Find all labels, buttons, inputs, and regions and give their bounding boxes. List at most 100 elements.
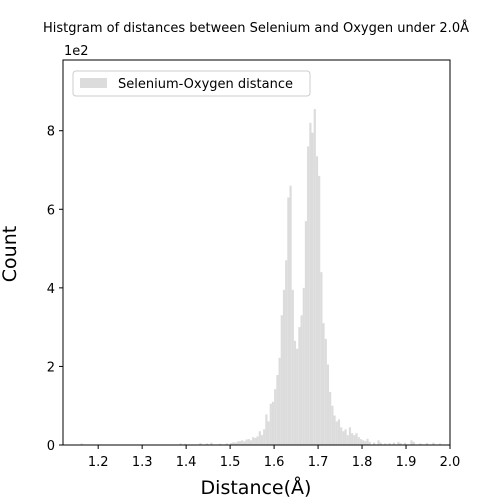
histogram-bar (342, 431, 345, 445)
histogram-bar (285, 260, 288, 445)
histogram-bar (265, 414, 268, 445)
histogram-bar (236, 441, 239, 445)
y-axis-label: Count (0, 226, 21, 282)
histogram-bar (432, 442, 435, 445)
histogram-bar (274, 389, 277, 445)
histogram-bar (373, 442, 376, 445)
x-tick-label: 2.0 (440, 455, 461, 470)
histogram-bar (276, 375, 279, 445)
chart-title: Histgram of distances between Selenium a… (43, 20, 469, 36)
histogram-bar (348, 427, 352, 445)
histogram-bar (293, 340, 297, 445)
y-tick-label: 0 (47, 439, 55, 454)
x-tick-label: 1.3 (132, 455, 153, 470)
histogram-bar (399, 443, 402, 445)
x-tick-label: 1.9 (396, 455, 417, 470)
legend-swatch (80, 78, 107, 88)
histogram-bar (199, 443, 202, 445)
histogram-bar (335, 421, 338, 445)
histogram-bar (179, 443, 182, 445)
histogram-bar (355, 433, 358, 445)
y-multiplier-label: 1e2 (64, 44, 89, 59)
histogram-bar (357, 437, 360, 445)
histogram-bar (309, 122, 312, 446)
histogram-bar (397, 441, 400, 445)
histogram-bar (368, 441, 371, 445)
histogram-bar (243, 441, 246, 445)
histogram-bar (379, 442, 382, 445)
histogram-bar (318, 175, 321, 445)
histogram-bar (234, 442, 237, 445)
histogram-bar (329, 391, 332, 445)
legend-box (72, 70, 311, 97)
histogram-bar (403, 442, 407, 445)
histogram-bar (80, 443, 83, 445)
histogram-bar (392, 442, 396, 445)
x-axis-ticks: 1.2 1.3 1.4 1.5 1.6 1.7 1.8 1.9 2.0 (88, 445, 461, 470)
histogram-bar (384, 443, 387, 445)
histogram-bar (210, 442, 213, 445)
histogram-bar (366, 438, 369, 445)
histogram-bar (260, 435, 264, 445)
x-tick-label: 1.4 (176, 455, 197, 470)
histogram-bar (326, 364, 330, 445)
y-tick-label: 6 (47, 203, 55, 218)
histogram-bar (232, 442, 235, 445)
histogram-bar (258, 431, 261, 445)
histogram-bar (353, 435, 356, 445)
histogram-bar (219, 443, 222, 445)
histogram-bar (322, 323, 325, 445)
histogram-bar (278, 357, 281, 445)
histogram-bar (419, 443, 422, 445)
histogram-bar (230, 443, 233, 445)
histogram-bar (271, 401, 275, 445)
histogram-bar (351, 433, 354, 445)
histogram-bar (238, 441, 242, 445)
x-tick-label: 1.2 (88, 455, 109, 470)
histogram-bar (359, 439, 363, 445)
histogram-bar (388, 443, 391, 445)
histogram-bar (287, 197, 290, 445)
histogram-bar (291, 289, 294, 445)
histogram-bar (249, 440, 253, 445)
plot-area-frame (62, 59, 451, 446)
histogram-bar (333, 415, 336, 445)
histogram-bar (344, 429, 347, 445)
histogram-bar (313, 109, 316, 446)
histogram-bar (298, 327, 301, 445)
histogram-bar (337, 419, 341, 445)
legend: Selenium-Oxygen distance (72, 70, 311, 97)
histogram-bar (324, 338, 327, 445)
histogram-bar (315, 156, 319, 445)
y-tick-label: 4 (47, 282, 55, 297)
histogram-bar (304, 221, 308, 445)
legend-label: Selenium-Oxygen distance (118, 77, 293, 92)
histogram-bar (302, 287, 305, 445)
histogram-bar (320, 272, 323, 445)
histogram-bar (425, 443, 429, 445)
histogram-bar (280, 315, 283, 445)
histogram-bar (183, 443, 187, 445)
histogram-bar (410, 440, 413, 445)
x-axis-label: Distance(Å) (201, 476, 312, 499)
histogram-bar (263, 429, 266, 445)
histogram-bar (245, 439, 248, 445)
histogram-bar (340, 427, 343, 445)
histogram-bars (80, 109, 442, 446)
histogram-bar (364, 441, 367, 445)
histogram-bar (307, 146, 310, 445)
x-tick-label: 1.7 (308, 455, 329, 470)
histogram-bar (377, 440, 380, 445)
histogram-bar (252, 437, 255, 445)
y-axis-ticks: 0 2 4 6 8 (47, 125, 63, 454)
histogram-bar (254, 437, 257, 445)
histogram-bar (256, 436, 259, 445)
histogram-bar (241, 440, 244, 445)
histogram-bar (205, 443, 209, 445)
histogram-bar (267, 421, 270, 445)
histogram-bar (289, 185, 292, 445)
histogram-bar (282, 289, 286, 445)
histogram-bar (311, 132, 314, 445)
histogram-bar (331, 405, 334, 445)
